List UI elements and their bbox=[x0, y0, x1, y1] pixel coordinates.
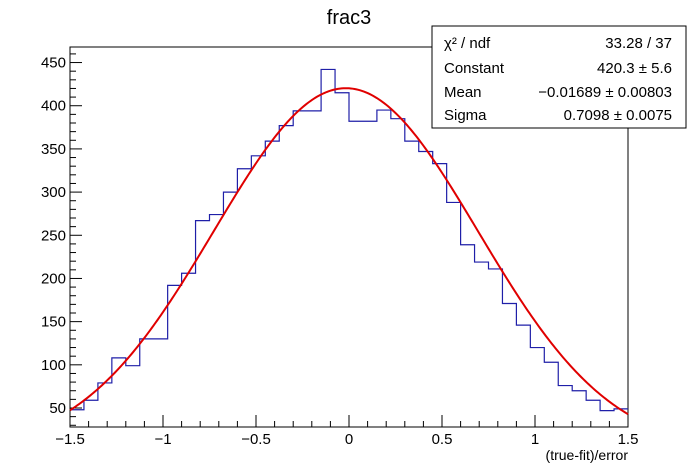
y-tick-label: 250 bbox=[41, 227, 66, 244]
chart-title: frac3 bbox=[327, 7, 371, 29]
stats-row-label: Sigma bbox=[444, 107, 487, 124]
stats-row-label: Constant bbox=[444, 60, 505, 77]
gaussian-fit-curve bbox=[69, 87, 629, 416]
x-axis: −1.5 −1 −0.5 0 0.5 1 1.5 bbox=[55, 415, 638, 448]
x-tick-label: 0.5 bbox=[432, 431, 453, 448]
y-tick-label: 50 bbox=[49, 400, 66, 417]
x-tick-label: −1 bbox=[154, 431, 171, 448]
x-tick-label: 1 bbox=[531, 431, 539, 448]
stats-row-value: 420.3 ± 5.6 bbox=[597, 60, 672, 77]
stats-row-value: 33.28 / 37 bbox=[605, 35, 672, 52]
histogram-series bbox=[70, 68, 628, 412]
stats-row-label: Mean bbox=[444, 84, 482, 101]
x-axis-label: (true-fit)/error bbox=[546, 447, 629, 463]
stats-box-frame bbox=[431, 25, 687, 129]
x-tick-label: −0.5 bbox=[241, 431, 271, 448]
stats-box: χ² / ndf 33.28 / 37 Constant 420.3 ± 5.6… bbox=[431, 25, 687, 129]
x-tick-label: 1.5 bbox=[618, 431, 639, 448]
x-tick-label: 0 bbox=[345, 431, 353, 448]
y-tick-label: 150 bbox=[41, 314, 66, 331]
y-tick-label: 400 bbox=[41, 98, 66, 115]
x-tick-label: −1.5 bbox=[55, 431, 85, 448]
y-tick-label: 450 bbox=[41, 55, 66, 72]
stats-row-label: χ² / ndf bbox=[444, 35, 491, 52]
y-axis: 50 100 150 200 250 300 350 400 450 bbox=[41, 53, 82, 426]
stats-row-value: 0.7098 ± 0.0075 bbox=[564, 107, 672, 124]
stats-row-value: −0.01689 ± 0.00803 bbox=[538, 84, 672, 101]
y-tick-label: 200 bbox=[41, 270, 66, 287]
y-tick-label: 100 bbox=[41, 357, 66, 374]
y-tick-label: 300 bbox=[41, 184, 66, 201]
y-tick-label: 350 bbox=[41, 141, 66, 158]
